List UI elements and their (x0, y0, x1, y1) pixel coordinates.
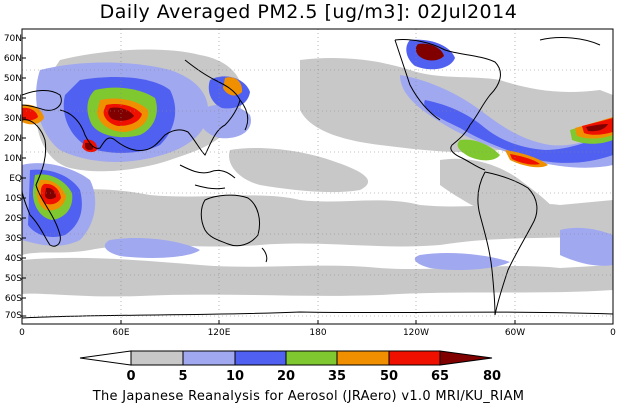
concentration-field (22, 39, 613, 297)
graticule (22, 29, 613, 324)
colorbar-tick-65: 65 (430, 369, 450, 384)
lat-label-30n: 30N (3, 114, 22, 124)
lat-label-60n: 60N (3, 54, 22, 64)
lon-label-0-east: 0 (610, 328, 616, 338)
colorbar-cell-4 (285, 350, 338, 366)
lat-label-70n: 70N (3, 34, 22, 44)
colorbar-cell-0 (79, 350, 132, 366)
lat-label-10s: 10S (4, 194, 22, 204)
lat-label-30s: 30S (4, 234, 22, 244)
colorbar-cell-5 (336, 350, 390, 366)
lat-label-eq: EQ (9, 174, 22, 184)
data-source-credit: The Japanese Reanalysis for Aerosol (JRA… (92, 389, 525, 404)
lat-label-10n: 10N (3, 154, 22, 164)
lat-label-50s: 50S (4, 274, 22, 284)
lat-label-40s: 40S (4, 254, 22, 264)
lat-label-50n: 50N (3, 74, 22, 84)
lon-label-60e: 60E (112, 328, 130, 338)
map-title: Daily Averaged PM2.5 [ug/m3]: 02Jul2014 (99, 1, 518, 23)
colorbar-tick-10: 10 (225, 369, 245, 384)
colorbar-tick-20: 20 (276, 369, 296, 384)
coastlines (22, 37, 613, 319)
colorbar-cell-3 (234, 350, 287, 366)
lon-label-120w: 120W (402, 328, 430, 338)
axis-ticks (22, 37, 516, 324)
colorbar-tick-50: 50 (379, 369, 399, 384)
lat-label-70s: 70S (4, 311, 22, 321)
lon-label-60w: 60W (504, 328, 526, 338)
lon-label-180: 180 (309, 328, 327, 338)
lon-label-120e: 120E (207, 328, 231, 338)
colorbar-cell-2 (182, 350, 236, 366)
lat-label-20n: 20N (3, 134, 22, 144)
colorbar-tick-0: 0 (126, 369, 136, 384)
lat-label-40n: 40N (3, 94, 22, 104)
colorbar-tick-80: 80 (482, 369, 502, 384)
colorbar-tick-35: 35 (327, 369, 347, 384)
colorbar-cell-7 (439, 350, 493, 366)
colorbar-cell-1 (130, 350, 184, 366)
colorbar-tick-5: 5 (178, 369, 188, 384)
lon-label-0: 0 (19, 328, 25, 338)
lat-label-60s: 60S (4, 294, 22, 304)
colorbar-cell-6 (388, 350, 441, 366)
lat-label-20s: 20S (4, 214, 22, 224)
